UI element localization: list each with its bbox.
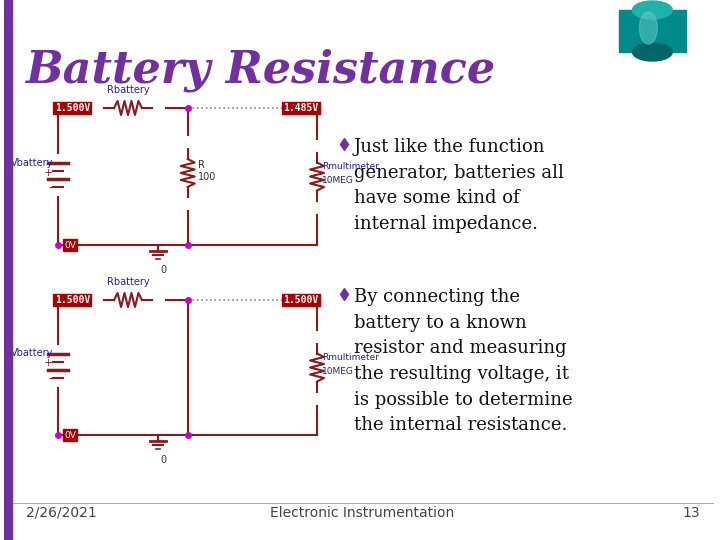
Ellipse shape <box>632 43 672 61</box>
Text: 1.485V: 1.485V <box>284 103 319 113</box>
Text: Vbattery: Vbattery <box>11 348 53 359</box>
Text: 10MEG: 10MEG <box>322 176 354 185</box>
Text: 1.500V: 1.500V <box>55 103 90 113</box>
Ellipse shape <box>632 1 672 19</box>
Text: Rmultimeter: Rmultimeter <box>322 162 379 171</box>
Text: Rmultimeter: Rmultimeter <box>322 353 379 362</box>
Text: -: - <box>48 181 53 195</box>
Text: By connecting the
battery to a known
resistor and measuring
the resulting voltag: By connecting the battery to a known res… <box>354 288 572 435</box>
Text: Just like the function
generator, batteries all
have some kind of
internal imped: Just like the function generator, batter… <box>354 138 564 233</box>
Text: 13: 13 <box>683 506 700 520</box>
Text: -: - <box>48 373 53 387</box>
Text: Electronic Instrumentation: Electronic Instrumentation <box>270 506 454 520</box>
Text: 0V: 0V <box>64 240 76 249</box>
Ellipse shape <box>639 12 657 44</box>
Text: Rbattery: Rbattery <box>107 277 149 287</box>
Text: Rbattery: Rbattery <box>107 85 149 95</box>
Text: 2/26/2021: 2/26/2021 <box>25 506 96 520</box>
Text: Vbattery: Vbattery <box>11 158 53 167</box>
Bar <box>4 0 12 540</box>
Text: 1.500V: 1.500V <box>284 295 319 305</box>
Text: 0V: 0V <box>64 430 76 440</box>
Text: Battery Resistance: Battery Resistance <box>25 48 496 91</box>
Text: 0: 0 <box>161 265 167 275</box>
Text: 1.500V: 1.500V <box>55 295 90 305</box>
Text: +: + <box>44 167 53 178</box>
Text: 0: 0 <box>161 455 167 465</box>
Text: 10MEG: 10MEG <box>322 367 354 376</box>
Bar <box>618 10 686 52</box>
Text: 100: 100 <box>198 172 216 182</box>
Text: +: + <box>44 359 53 368</box>
Text: R: R <box>198 160 204 170</box>
